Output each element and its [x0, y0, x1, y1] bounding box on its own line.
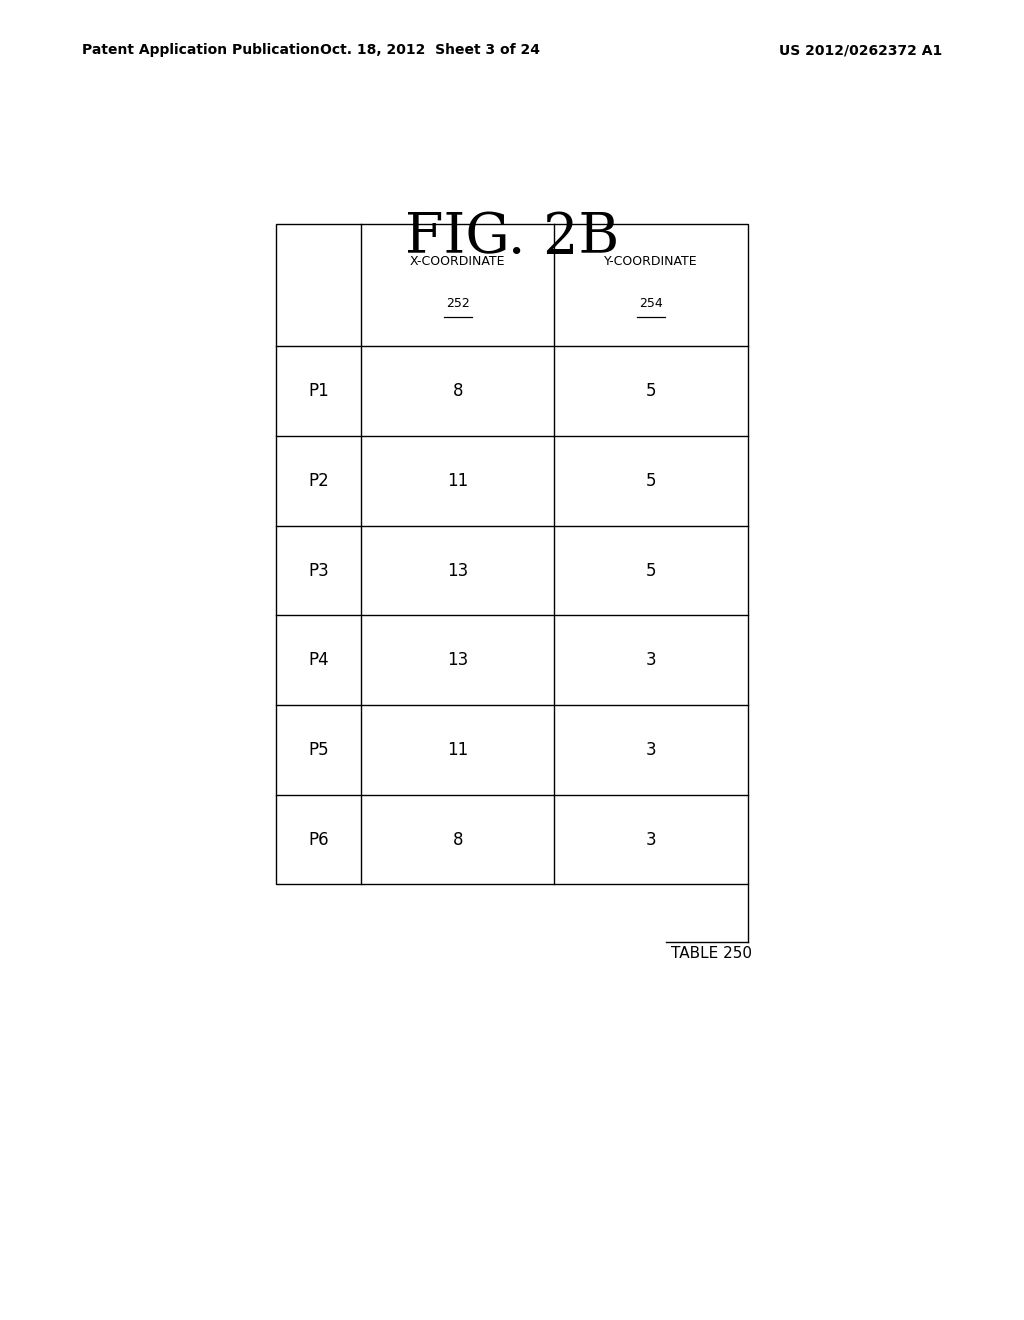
Text: FIG. 2B: FIG. 2B: [404, 210, 620, 265]
Text: 254: 254: [639, 297, 663, 310]
Text: 5: 5: [646, 561, 656, 579]
Text: 5: 5: [646, 473, 656, 490]
Text: 5: 5: [646, 383, 656, 400]
Text: P5: P5: [308, 741, 329, 759]
Text: 8: 8: [453, 830, 463, 849]
Text: Patent Application Publication: Patent Application Publication: [82, 44, 319, 57]
Text: P6: P6: [308, 830, 329, 849]
Text: 13: 13: [447, 651, 468, 669]
Text: P3: P3: [308, 561, 330, 579]
Text: 11: 11: [447, 741, 468, 759]
Text: Oct. 18, 2012  Sheet 3 of 24: Oct. 18, 2012 Sheet 3 of 24: [321, 44, 540, 57]
Text: P4: P4: [308, 651, 329, 669]
Text: 3: 3: [646, 830, 656, 849]
Text: 8: 8: [453, 383, 463, 400]
Text: 3: 3: [646, 741, 656, 759]
Text: US 2012/0262372 A1: US 2012/0262372 A1: [779, 44, 942, 57]
Text: 252: 252: [446, 297, 470, 310]
Text: P1: P1: [308, 383, 330, 400]
Text: TABLE 250: TABLE 250: [671, 945, 753, 961]
Text: Y-COORDINATE: Y-COORDINATE: [604, 255, 697, 268]
Text: 11: 11: [447, 473, 468, 490]
Text: 3: 3: [646, 651, 656, 669]
Text: X-COORDINATE: X-COORDINATE: [410, 255, 506, 268]
Text: P2: P2: [308, 473, 330, 490]
Text: 13: 13: [447, 561, 468, 579]
